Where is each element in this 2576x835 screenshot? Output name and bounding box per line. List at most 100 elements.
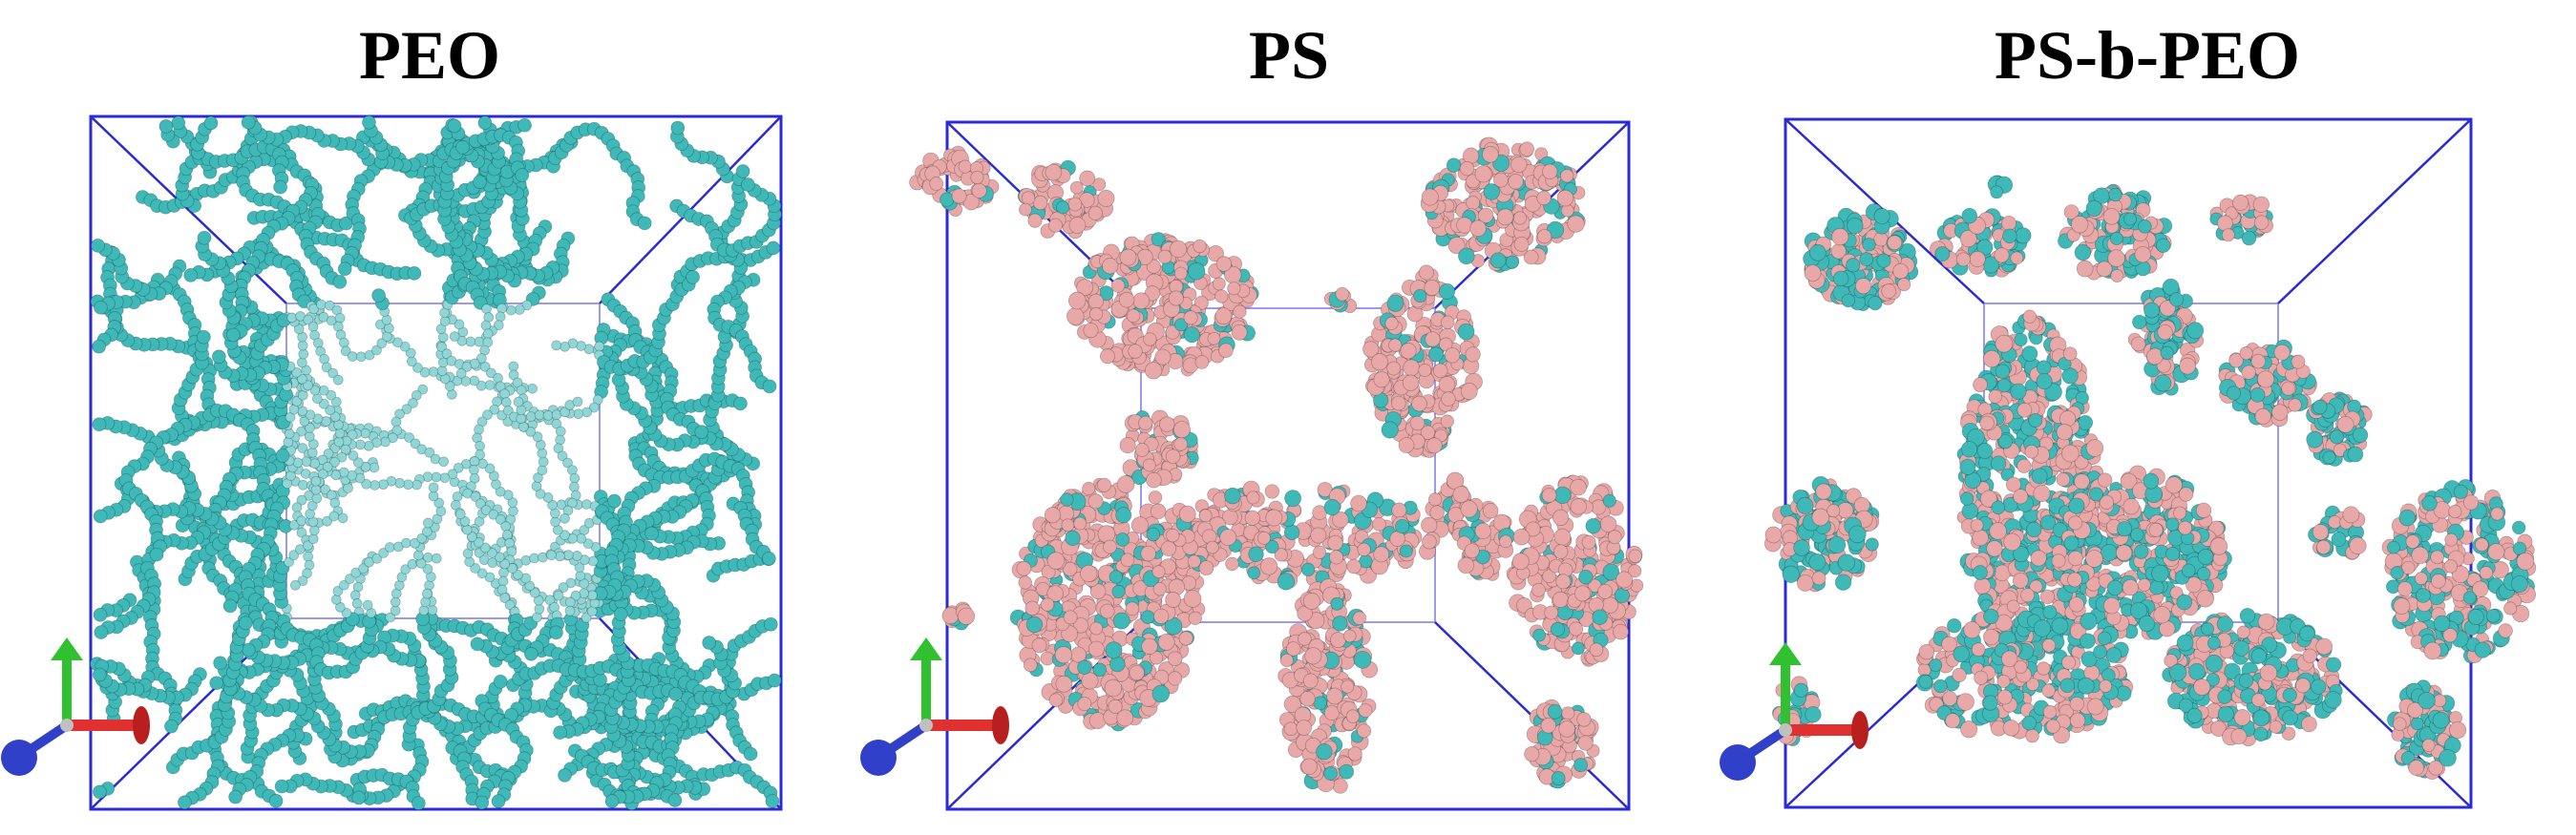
x-axis-head [133,706,150,744]
bead [1597,583,1614,599]
bead [1178,505,1196,523]
bead [1346,558,1362,574]
bead [411,796,426,811]
bead [473,536,484,548]
bead [311,492,323,504]
bead [1115,532,1130,547]
bead [1511,553,1530,571]
bead [149,547,164,562]
bead [1284,490,1302,508]
bead [1474,522,1491,540]
bead [291,366,302,378]
bead [1298,632,1312,646]
bead [499,388,511,400]
bead [302,568,312,579]
bead [183,267,199,282]
bead [1474,165,1492,183]
bead [209,676,224,691]
bead [337,261,352,277]
bead [441,348,453,360]
bead [555,434,565,446]
bead [241,115,256,130]
bead [1332,616,1348,632]
bead [431,471,442,483]
bead [1571,641,1585,656]
bead [1151,684,1171,703]
bead [391,416,402,428]
bead [1578,570,1594,585]
bead [549,625,563,640]
bead [1087,205,1104,220]
bead [307,322,319,332]
bead [1546,220,1565,240]
bead [474,336,485,347]
bead [288,519,300,531]
bead [284,428,295,439]
bead [1482,502,1499,519]
bead [355,351,367,363]
bead [1219,529,1237,547]
bead [324,300,335,311]
bead [1256,531,1271,545]
bead [1141,637,1158,656]
bead [1339,763,1355,780]
bead [475,380,487,391]
bead [416,532,428,544]
bead [1215,256,1233,272]
bead [158,118,174,134]
bead [1169,240,1188,259]
bead [670,120,686,136]
bead [1138,415,1153,430]
bead [391,337,403,348]
bead [296,426,306,437]
bead [1285,641,1301,657]
bead [515,168,530,182]
bead [527,383,538,394]
bead [388,432,398,444]
bead [1065,530,1081,547]
bead [358,563,369,574]
bead [1386,294,1404,312]
bead [1409,415,1425,431]
bead [1224,487,1241,505]
bead [1513,236,1530,252]
bead [1068,217,1087,234]
bead [1556,189,1574,207]
bead [1173,436,1189,451]
bead [454,509,466,520]
bead [1067,197,1083,212]
bead [493,320,504,331]
bead [551,340,562,351]
bead [476,568,488,579]
bead [284,556,294,568]
bead [1542,163,1558,180]
bead [428,491,439,502]
bead [1130,516,1150,534]
bead [296,515,307,527]
bead [424,447,435,458]
bead [1207,331,1221,345]
bead [336,451,348,463]
bead [418,605,430,616]
bead [1144,285,1161,302]
bead [91,238,105,253]
bead [500,521,512,532]
bead [1140,610,1155,625]
bead [579,525,590,535]
bead [1418,264,1435,281]
bead [211,349,226,365]
bead [495,486,506,497]
bead [1076,279,1094,297]
bead [1019,202,1032,217]
bead [1080,564,1098,583]
bead [507,563,517,574]
bead [484,380,496,390]
bead [1547,703,1563,720]
bead [334,312,346,324]
bead [376,338,388,349]
bead [1125,601,1140,616]
bead [1460,383,1478,401]
bead [480,505,492,515]
bead [1323,704,1340,721]
bead [761,551,776,566]
